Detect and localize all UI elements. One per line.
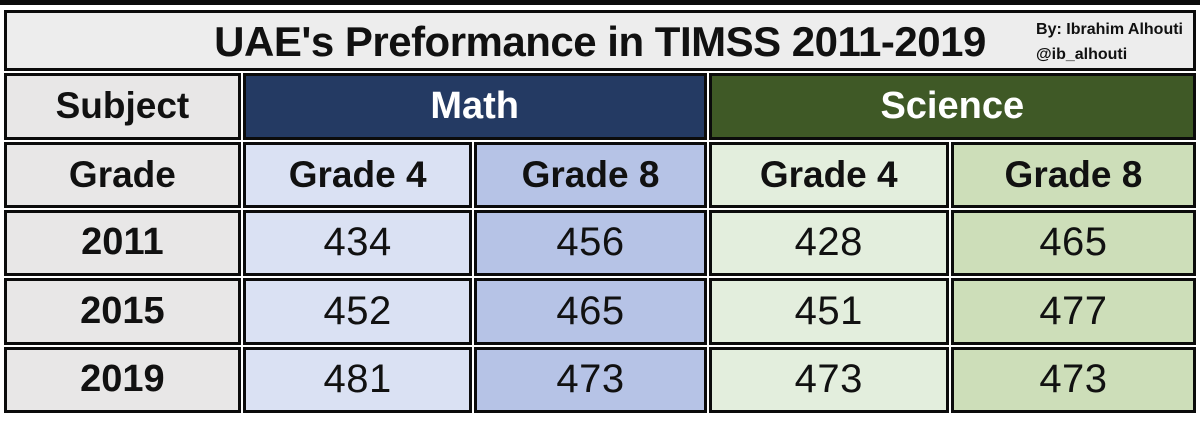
title-cell: UAE's Preformance in TIMSS 2011-2019 By:… bbox=[4, 10, 1196, 72]
data-cell-science-g8: 465 bbox=[950, 209, 1196, 277]
header-science-grade8: Grade 8 bbox=[950, 141, 1196, 208]
subject-header-row: Subject Math Science bbox=[4, 73, 1196, 140]
data-cell-science-g8: 477 bbox=[950, 278, 1196, 345]
attribution-handle: @ib_alhouti bbox=[1036, 45, 1128, 63]
data-cell-math-g8: 465 bbox=[474, 278, 707, 345]
data-cell-science-g4: 473 bbox=[708, 346, 949, 413]
year-cell: 2019 bbox=[4, 346, 241, 413]
table-row-2019: 2019 481 473 473 473 bbox=[4, 346, 1196, 413]
header-grade: Grade bbox=[4, 141, 241, 208]
data-cell-math-g8: 456 bbox=[474, 209, 707, 277]
header-subject: Subject bbox=[4, 73, 241, 140]
table-row-2011: 2011 434 456 428 465 bbox=[4, 209, 1196, 277]
data-cell-math-g4: 434 bbox=[242, 209, 473, 277]
header-math: Math bbox=[242, 73, 707, 140]
attribution: By: Ibrahim Alhouti @ib_alhouti bbox=[1036, 18, 1183, 68]
data-cell-science-g4: 451 bbox=[708, 278, 949, 345]
data-cell-math-g4: 481 bbox=[242, 346, 473, 413]
timss-table: UAE's Preformance in TIMSS 2011-2019 By:… bbox=[2, 8, 1198, 415]
header-science: Science bbox=[708, 73, 1196, 140]
year-cell: 2015 bbox=[4, 278, 241, 345]
header-science-grade4: Grade 4 bbox=[708, 141, 949, 208]
data-cell-science-g8: 473 bbox=[950, 346, 1196, 413]
header-math-grade4: Grade 4 bbox=[242, 141, 473, 208]
top-border-strip bbox=[0, 0, 1200, 5]
attribution-author: By: Ibrahim Alhouti bbox=[1036, 21, 1183, 38]
table-row-2015: 2015 452 465 451 477 bbox=[4, 278, 1196, 345]
data-cell-science-g4: 428 bbox=[708, 209, 949, 277]
page-title: UAE's Preformance in TIMSS 2011-2019 bbox=[214, 17, 986, 65]
grade-header-row: Grade Grade 4 Grade 8 Grade 4 Grade 8 bbox=[4, 141, 1196, 208]
data-cell-math-g4: 452 bbox=[242, 278, 473, 345]
year-cell: 2011 bbox=[4, 209, 241, 277]
data-cell-math-g8: 473 bbox=[474, 346, 707, 413]
title-row: UAE's Preformance in TIMSS 2011-2019 By:… bbox=[4, 10, 1196, 72]
header-math-grade8: Grade 8 bbox=[474, 141, 707, 208]
